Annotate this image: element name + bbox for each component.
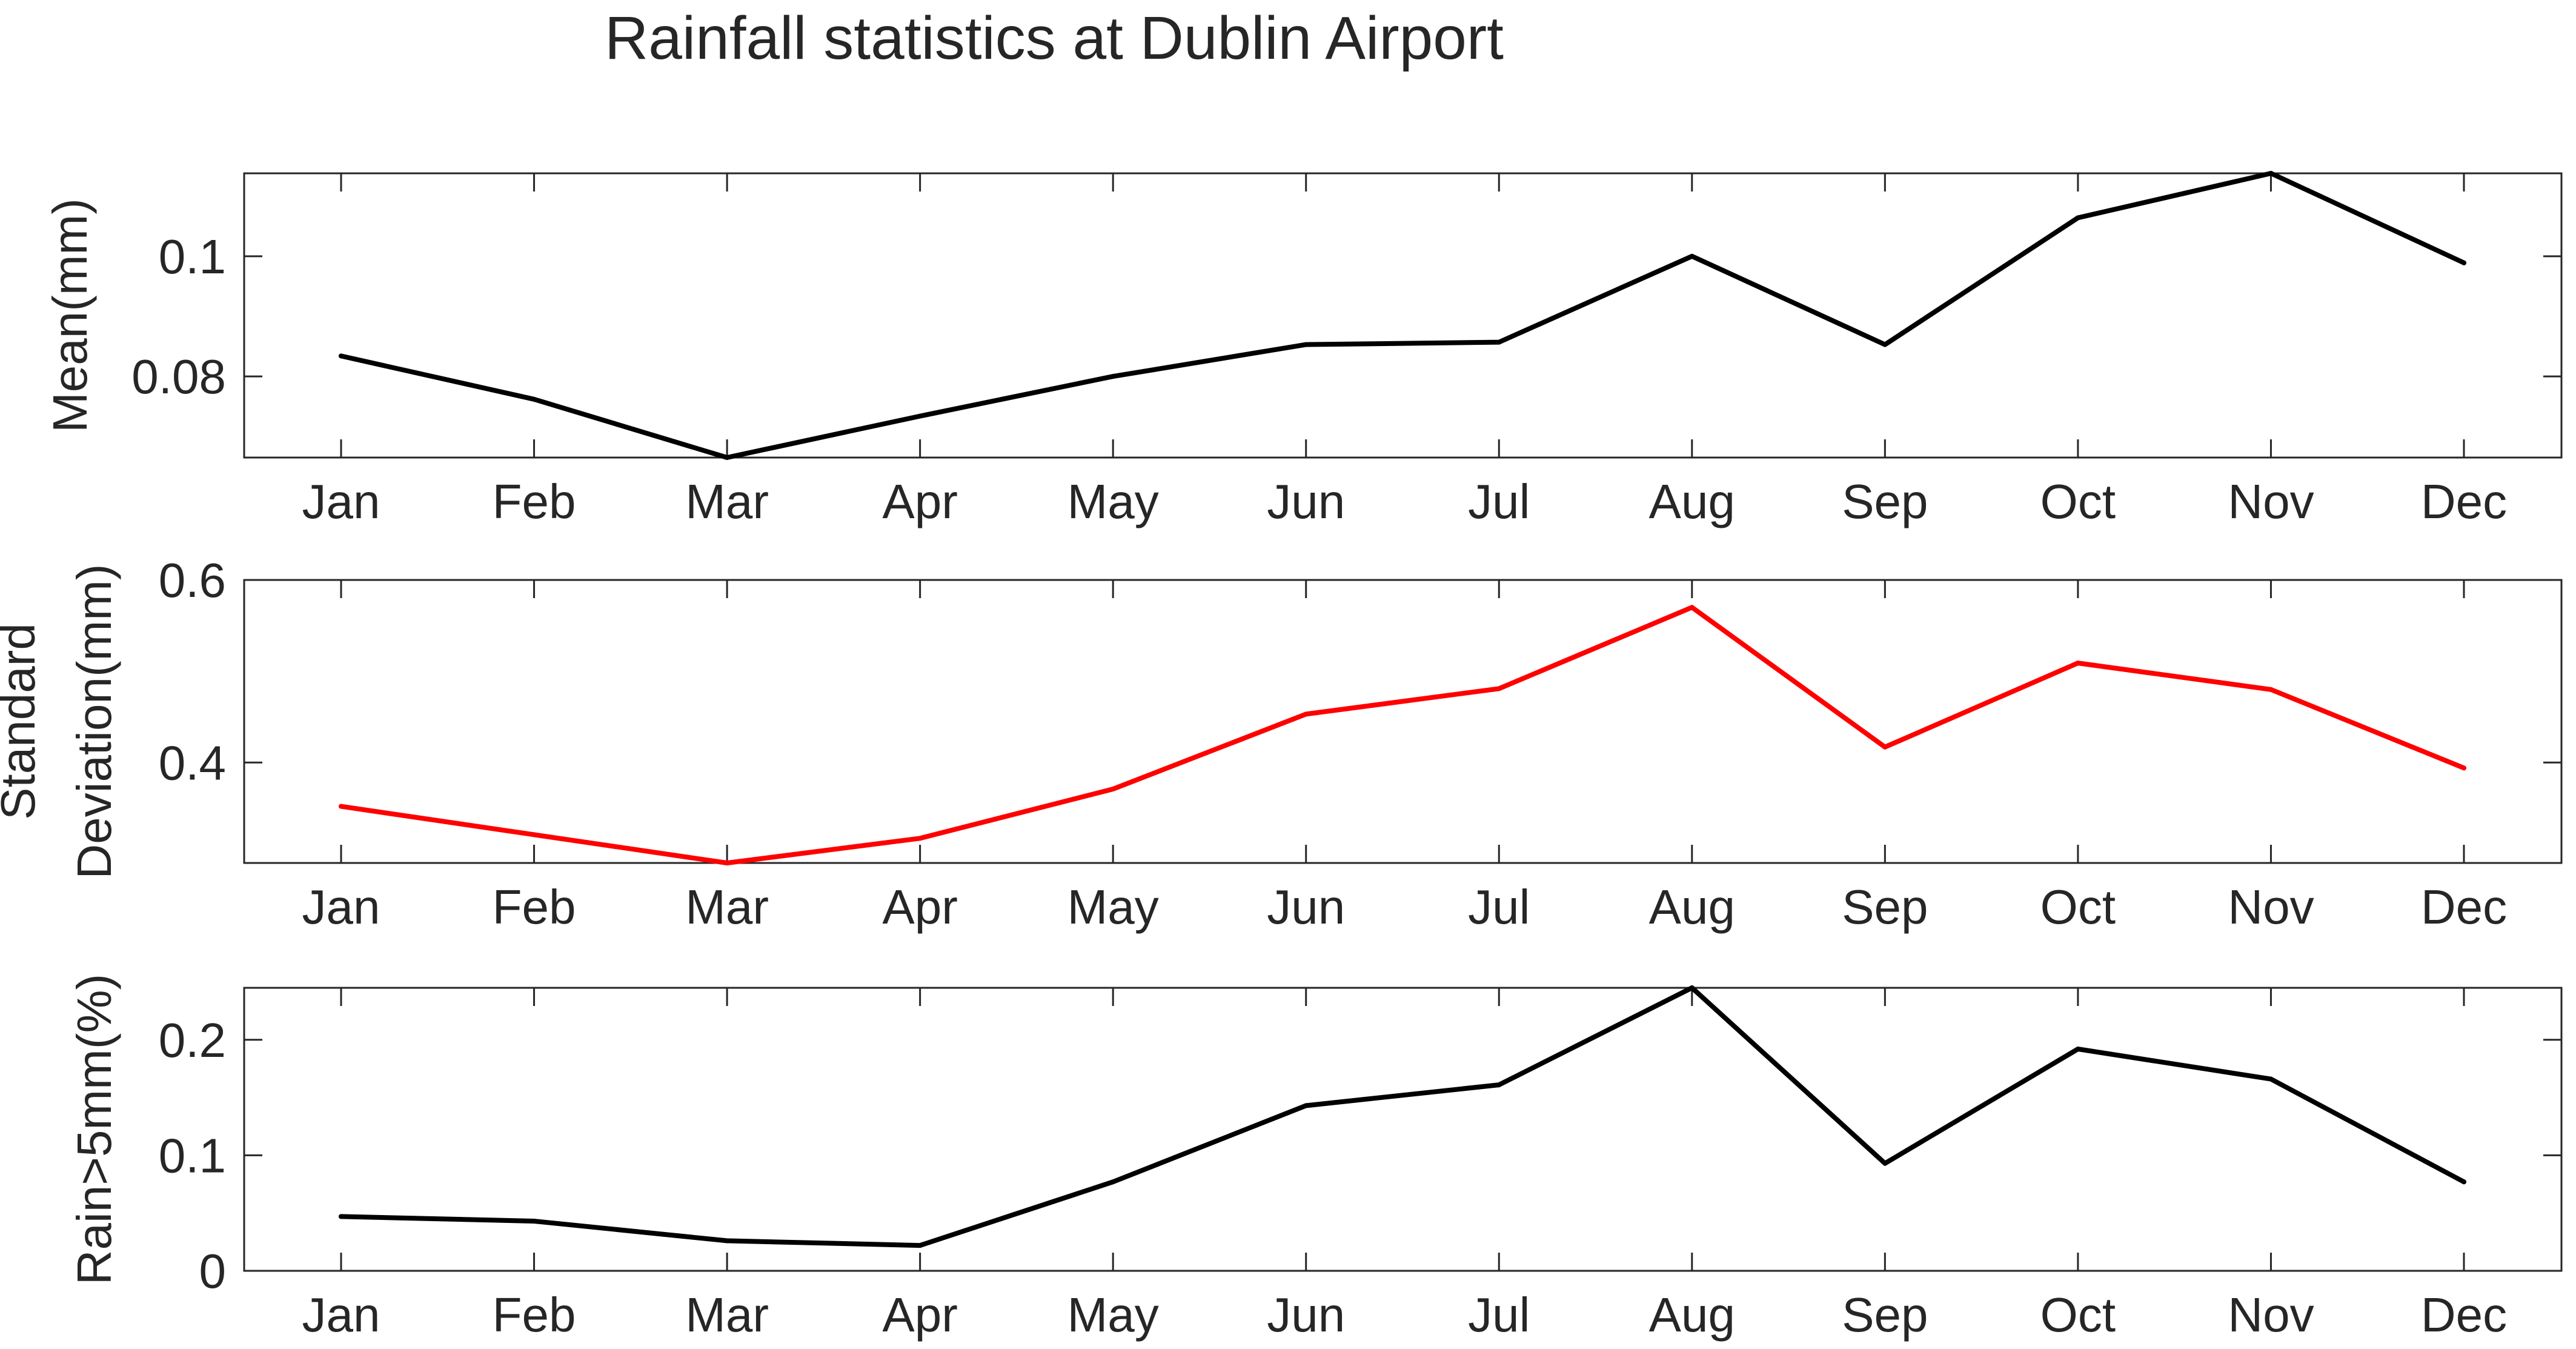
x-tick-label: Jan (302, 1288, 380, 1342)
x-tick-label: Mar (685, 475, 769, 528)
x-tick-label: May (1067, 475, 1159, 528)
y-axis-label: Mean(mm) (43, 198, 97, 433)
data-point (531, 1219, 537, 1224)
panel-3: Jan Feb Mar Apr May Jun Jul Aug Sep Oct Nov Dec 0 0.1… (67, 974, 2563, 1342)
x-tick-label: Dec (2421, 475, 2507, 528)
y-tick-label: 0.1 (159, 1128, 226, 1182)
data-point (1689, 985, 1695, 990)
data-point (2461, 1179, 2466, 1185)
x-tick-label: Oct (2040, 880, 2116, 934)
x-tick-label: May (1067, 880, 1159, 934)
data-point (2268, 687, 2274, 692)
y-tick-label: 0.4 (159, 736, 226, 790)
data-point (1303, 711, 1309, 717)
data-point (2075, 661, 2080, 666)
x-tick-label: Feb (493, 1288, 576, 1342)
data-point (1882, 342, 1888, 347)
x-tick-label: Jun (1267, 1288, 1345, 1342)
y-axis-label: Deviation(mm) (67, 564, 121, 879)
x-tick-label: Oct (2040, 475, 2116, 528)
data-point (2268, 1076, 2274, 1082)
x-tick-label: Jan (302, 475, 380, 528)
data-point (917, 836, 923, 841)
x-tick-label: Jan (302, 880, 380, 934)
series-line (339, 605, 2466, 865)
panel-1: Jan Feb Mar Apr May Jun Jul Aug Sep Oct Nov Dec 0.08… (43, 171, 2563, 528)
x-tick-label: Jun (1267, 475, 1345, 528)
data-point (1303, 1103, 1309, 1108)
x-tick-label: Apr (882, 880, 958, 934)
data-point (2461, 260, 2466, 265)
x-tick-label: Apr (882, 475, 958, 528)
x-tick-label: Sep (1842, 880, 1928, 934)
y-tick-label: 0.6 (159, 553, 226, 607)
data-point (1689, 605, 1695, 610)
x-tick-label: Dec (2421, 1288, 2507, 1342)
x-tick-label: Sep (1842, 475, 1928, 528)
x-tick-label: Nov (2228, 475, 2314, 528)
data-point (1496, 339, 1502, 345)
data-point (531, 832, 537, 838)
data-point (2075, 215, 2080, 221)
data-point (1110, 1179, 1116, 1185)
x-tick-label: Feb (493, 475, 576, 528)
data-point (1303, 342, 1309, 347)
data-point (339, 353, 344, 359)
x-tick-label: Dec (2421, 880, 2507, 934)
data-point (917, 413, 923, 419)
x-tick-label: Nov (2228, 880, 2314, 934)
chart-title: Rainfall statistics at Dublin Airport (605, 4, 1504, 72)
x-tick-label: Aug (1649, 475, 1735, 528)
data-point (339, 804, 344, 809)
data-point (2075, 1047, 2080, 1052)
data-point (531, 396, 537, 402)
x-tick-label: Sep (1842, 1288, 1928, 1342)
x-tick-label: Feb (493, 880, 576, 934)
axes-box (243, 987, 2563, 1272)
x-tick-label: Apr (882, 1288, 958, 1342)
data-point (2461, 765, 2466, 771)
x-tick-label: Aug (1649, 880, 1735, 934)
x-tick-label: Nov (2228, 1288, 2314, 1342)
y-axis-label: Rain>5mm(%) (67, 974, 121, 1285)
data-point (725, 455, 730, 460)
x-tick-label: Jul (1468, 880, 1530, 934)
panel-2: Jan Feb Mar Apr May Jun Jul Aug Sep Oct Nov Dec 0.4 0… (0, 553, 2563, 934)
y-tick-label: 0.08 (131, 350, 226, 404)
x-tick-label: Oct (2040, 1288, 2116, 1342)
data-point (917, 1243, 923, 1248)
data-point (1496, 686, 1502, 691)
data-point (725, 1238, 730, 1244)
x-tick-label: May (1067, 1288, 1159, 1342)
data-point (1110, 786, 1116, 791)
x-tick-label: Mar (685, 1288, 769, 1342)
data-point (2268, 171, 2274, 176)
x-tick-label: Mar (685, 880, 769, 934)
data-point (1110, 374, 1116, 379)
data-point (725, 861, 730, 865)
x-tick-label: Jun (1267, 880, 1345, 934)
x-tick-label: Jul (1468, 475, 1530, 528)
y-tick-label: 0.2 (159, 1013, 226, 1067)
y-axis-label: Standard (0, 623, 45, 820)
data-point (1882, 744, 1888, 750)
axes-box (243, 579, 2563, 864)
y-tick-label: 0 (199, 1244, 227, 1298)
data-point (1882, 1161, 1888, 1166)
x-tick-label: Jul (1468, 1288, 1530, 1342)
x-tick-label: Aug (1649, 1288, 1735, 1342)
data-point (1689, 253, 1695, 259)
data-point (1496, 1082, 1502, 1088)
series-line (339, 985, 2466, 1248)
data-point (339, 1214, 344, 1219)
series-line (339, 171, 2466, 460)
axes-box (243, 172, 2563, 459)
y-tick-label: 0.1 (159, 230, 226, 284)
